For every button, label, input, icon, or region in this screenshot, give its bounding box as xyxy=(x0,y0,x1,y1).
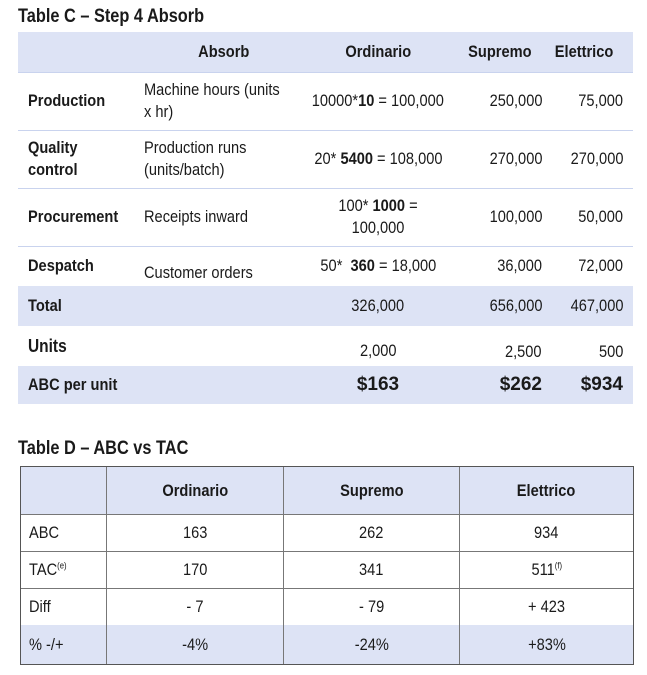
row-elettrico: 50,000 xyxy=(578,207,623,226)
row-ordinario: -4% xyxy=(107,625,284,664)
header-ordinario: Ordinario xyxy=(345,42,411,61)
row-elettrico: +83% xyxy=(527,634,566,654)
total-supremo: 656,000 xyxy=(489,296,542,315)
table-row: % -/+ -4% -24% +83% xyxy=(21,625,633,664)
row-supremo: 262 xyxy=(284,514,460,551)
table-d-header-row: Ordinario Supremo Elettrico xyxy=(21,467,633,515)
total-ordinario: 326,000 xyxy=(351,296,405,315)
row-supremo: - 79 xyxy=(284,588,460,625)
header-supremo: Supremo xyxy=(284,467,460,514)
row-ordinario: 20* 5400 = 108,000 xyxy=(313,149,443,168)
row-label: Production xyxy=(28,91,106,110)
abc-ordinario: $163 xyxy=(356,374,400,395)
row-label: Quality control xyxy=(28,138,78,179)
row-ordinario: 100* 1000 = 100,000 xyxy=(338,196,418,237)
row-ordinario: 170 xyxy=(107,551,284,588)
row-driver: Machine hours (units x hr) xyxy=(144,80,280,121)
abc-elettrico: $934 xyxy=(580,374,623,395)
table-row: Procurement Receipts inward 100* 1000 = … xyxy=(18,188,633,247)
table-row-units: Units 2,000 2,500 500 xyxy=(18,326,633,366)
total-elettrico: 467,000 xyxy=(570,296,623,315)
table-d: Ordinario Supremo Elettrico ABC 163 262 … xyxy=(20,466,634,665)
header-absorb: Absorb xyxy=(198,42,250,61)
row-driver: Receipts inward xyxy=(144,207,249,226)
units-elettrico: 500 xyxy=(598,342,623,361)
row-label: ABC xyxy=(21,514,107,551)
row-label: Procurement xyxy=(28,207,119,226)
row-elettrico: 72,000 xyxy=(578,256,623,275)
row-elettrico: + 423 xyxy=(527,596,565,616)
table-row: Quality control Production runs (units/b… xyxy=(18,130,633,189)
table-row: ABC 163 262 934 xyxy=(21,514,633,552)
row-elettrico: 75,000 xyxy=(578,91,623,110)
table-row: TAC(e) 170 341 511(f) xyxy=(21,551,633,589)
header-ordinario: Ordinario xyxy=(107,467,284,514)
row-supremo: -24% xyxy=(284,625,460,664)
abc-label: ABC per unit xyxy=(28,375,118,394)
header-elettrico: Elettrico xyxy=(517,480,576,500)
total-label: Total xyxy=(28,296,62,315)
header-supremo: Supremo xyxy=(468,42,532,61)
header-blank xyxy=(21,467,107,514)
row-label: Diff xyxy=(21,588,107,625)
row-supremo: 36,000 xyxy=(497,256,542,275)
row-label: Despatch xyxy=(28,256,94,275)
row-elettrico: 934 xyxy=(534,522,559,542)
row-ordinario: 50* 360 = 18,000 xyxy=(320,256,436,275)
table-c-title: Table C – Step 4 Absorb xyxy=(18,6,205,27)
header-elettrico: Elettrico xyxy=(554,42,614,61)
row-elettrico: 270,000 xyxy=(570,149,623,168)
abc-supremo: $262 xyxy=(499,374,542,395)
units-supremo: 2,500 xyxy=(505,342,542,361)
row-ordinario: 10000*10 = 100,000 xyxy=(311,91,445,110)
table-row: Despatch Customer orders 50* 360 = 18,00… xyxy=(18,246,633,287)
table-row-abc-per-unit: ABC per unit $163 $262 $934 xyxy=(18,366,633,404)
table-row: Diff - 7 - 79 + 423 xyxy=(21,588,633,626)
row-supremo: 341 xyxy=(284,551,460,588)
units-ordinario: 2,000 xyxy=(359,341,397,360)
table-d-title: Table D – ABC vs TAC xyxy=(18,438,189,459)
row-driver: Customer orders xyxy=(144,263,253,282)
row-elettrico: 511(f) xyxy=(531,559,562,579)
row-label: TAC(e) xyxy=(21,551,107,588)
row-supremo: 250,000 xyxy=(489,91,542,110)
units-label: Units xyxy=(28,336,67,356)
row-ordinario: - 7 xyxy=(107,588,284,625)
table-row-total: Total 326,000 656,000 467,000 xyxy=(18,286,633,327)
table-row: Production Machine hours (units x hr) 10… xyxy=(18,72,633,131)
row-supremo: 100,000 xyxy=(489,207,542,226)
table-c-header-row: Absorb Ordinario Supremo Elettrico xyxy=(18,32,633,73)
row-ordinario: 163 xyxy=(107,514,284,551)
row-supremo: 270,000 xyxy=(489,149,542,168)
row-label: % -/+ xyxy=(21,625,107,664)
row-driver: Production runs (units/batch) xyxy=(144,138,247,179)
